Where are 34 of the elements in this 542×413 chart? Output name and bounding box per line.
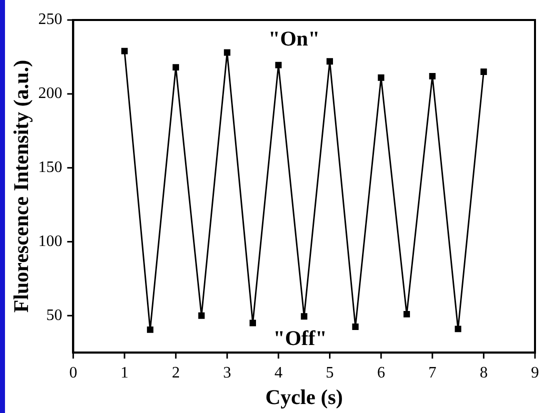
x-tick-label: 3	[223, 364, 232, 382]
y-axis-title: Fluorescence Intensity (a.u.)	[9, 60, 34, 313]
point	[275, 62, 282, 68]
point	[454, 326, 462, 332]
annotation: "Off"	[273, 326, 327, 350]
y-tick-label: 200	[38, 85, 62, 102]
point	[326, 58, 333, 65]
point	[250, 320, 256, 326]
x-tick-label: 6	[377, 364, 386, 382]
point	[404, 310, 410, 318]
point	[121, 48, 128, 54]
point	[300, 313, 308, 320]
x-axis-title: Cycle (s)	[265, 384, 343, 409]
annotation: "On"	[268, 26, 320, 50]
y-tick-label: 250	[38, 11, 62, 28]
point	[352, 324, 359, 330]
x-tick-label: 5	[326, 364, 334, 382]
y-tick-label: 100	[38, 232, 62, 250]
y-tick-label: 50	[46, 306, 62, 324]
point	[480, 68, 487, 75]
x-tick-label: 0	[69, 364, 78, 382]
point	[224, 49, 230, 56]
x-tick-label: 2	[172, 364, 180, 382]
x-tick-label: 9	[531, 364, 539, 382]
point	[146, 326, 154, 333]
point	[198, 312, 205, 319]
point	[378, 74, 384, 81]
x-tick-label: 8	[480, 364, 488, 382]
x-tick-label: 7	[428, 364, 436, 382]
x-tick-label: 1	[120, 364, 129, 382]
y-tick-label: 150	[38, 159, 62, 176]
x-tick-label: 4	[274, 364, 282, 382]
point	[172, 64, 180, 71]
point	[429, 72, 436, 80]
